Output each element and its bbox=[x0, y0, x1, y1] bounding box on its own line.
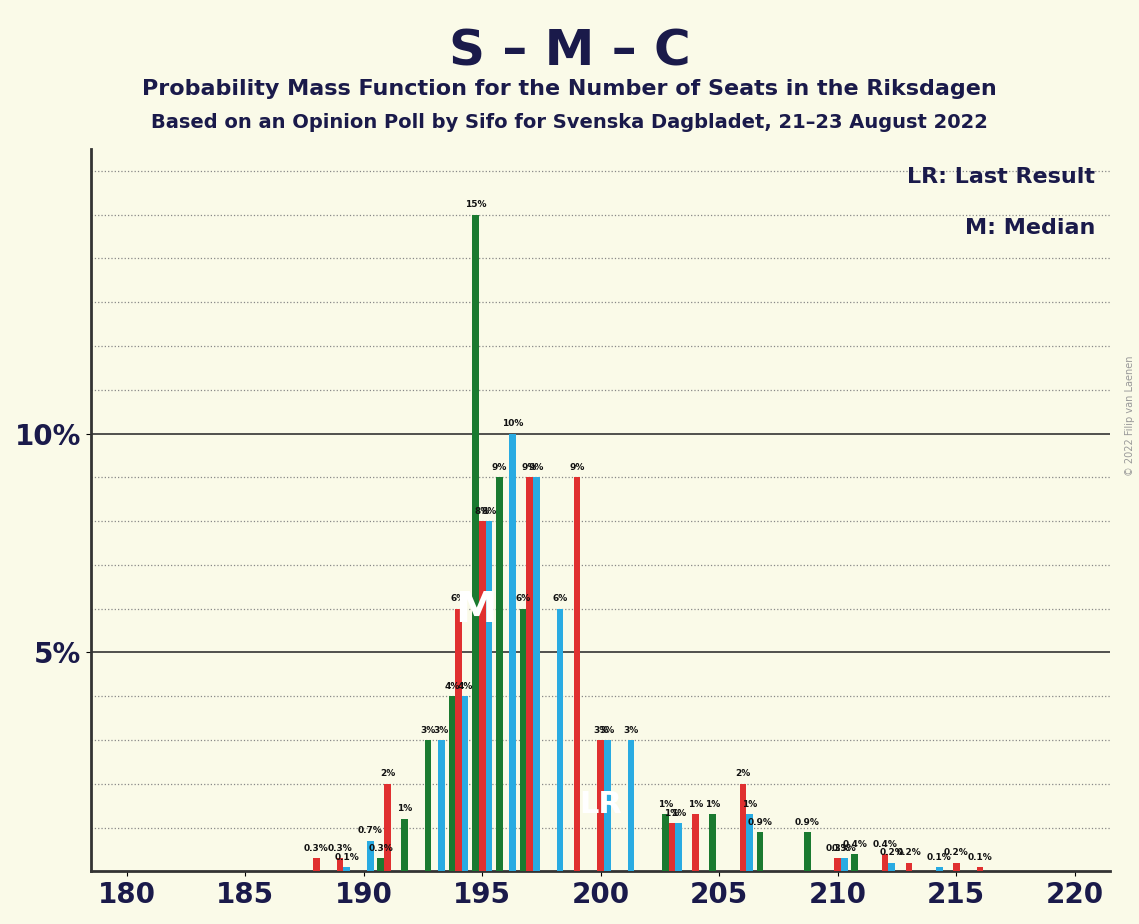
Text: 9%: 9% bbox=[528, 463, 544, 472]
Text: 2%: 2% bbox=[736, 770, 751, 779]
Bar bbox=[746, 814, 753, 871]
Text: 1%: 1% bbox=[664, 808, 680, 818]
Text: M: M bbox=[454, 589, 497, 630]
Text: 1%: 1% bbox=[688, 800, 703, 809]
Text: 0.2%: 0.2% bbox=[944, 848, 968, 857]
Text: 3%: 3% bbox=[434, 725, 449, 735]
Text: 4%: 4% bbox=[444, 682, 459, 691]
Text: 0.4%: 0.4% bbox=[843, 840, 867, 848]
Bar bbox=[597, 740, 604, 871]
Bar bbox=[906, 862, 912, 871]
Bar bbox=[367, 841, 374, 871]
Bar bbox=[710, 814, 716, 871]
Text: 1%: 1% bbox=[741, 800, 757, 809]
Bar bbox=[835, 858, 841, 871]
Bar bbox=[439, 740, 444, 871]
Text: 3%: 3% bbox=[593, 725, 608, 735]
Text: 0.3%: 0.3% bbox=[368, 844, 393, 853]
Text: 0.3%: 0.3% bbox=[826, 844, 850, 853]
Text: Based on an Opinion Poll by Sifo for Svenska Dagbladet, 21–23 August 2022: Based on an Opinion Poll by Sifo for Sve… bbox=[151, 113, 988, 132]
Text: LR: LR bbox=[580, 790, 622, 819]
Text: 0.7%: 0.7% bbox=[358, 826, 383, 835]
Text: 3%: 3% bbox=[600, 725, 615, 735]
Bar bbox=[495, 478, 502, 871]
Text: 1%: 1% bbox=[396, 805, 412, 813]
Bar bbox=[377, 858, 384, 871]
Bar bbox=[804, 832, 811, 871]
Text: 8%: 8% bbox=[481, 507, 497, 516]
Text: 2%: 2% bbox=[379, 770, 395, 779]
Bar bbox=[604, 740, 611, 871]
Bar bbox=[557, 609, 564, 871]
Bar bbox=[669, 823, 675, 871]
Bar bbox=[456, 609, 461, 871]
Bar bbox=[852, 854, 858, 871]
Bar bbox=[693, 814, 699, 871]
Text: 1%: 1% bbox=[657, 800, 673, 809]
Text: 0.1%: 0.1% bbox=[927, 853, 951, 862]
Bar bbox=[662, 814, 669, 871]
Bar bbox=[449, 696, 456, 871]
Bar bbox=[841, 858, 847, 871]
Text: © 2022 Filip van Laenen: © 2022 Filip van Laenen bbox=[1125, 356, 1134, 476]
Bar bbox=[384, 784, 391, 871]
Text: 0.3%: 0.3% bbox=[831, 844, 857, 853]
Text: 6%: 6% bbox=[451, 594, 466, 603]
Text: 0.2%: 0.2% bbox=[879, 848, 904, 857]
Text: 10%: 10% bbox=[502, 419, 523, 428]
Text: 6%: 6% bbox=[552, 594, 567, 603]
Text: 9%: 9% bbox=[492, 463, 507, 472]
Bar bbox=[519, 609, 526, 871]
Text: 4%: 4% bbox=[458, 682, 473, 691]
Bar bbox=[628, 740, 634, 871]
Bar bbox=[461, 696, 468, 871]
Bar bbox=[953, 862, 959, 871]
Text: 3%: 3% bbox=[420, 725, 436, 735]
Bar bbox=[739, 784, 746, 871]
Bar bbox=[675, 823, 682, 871]
Bar bbox=[343, 867, 350, 871]
Text: 0.3%: 0.3% bbox=[304, 844, 329, 853]
Text: 0.4%: 0.4% bbox=[872, 840, 898, 848]
Bar bbox=[533, 478, 540, 871]
Bar bbox=[401, 819, 408, 871]
Text: 15%: 15% bbox=[465, 201, 486, 210]
Text: Probability Mass Function for the Number of Seats in the Riksdagen: Probability Mass Function for the Number… bbox=[142, 79, 997, 99]
Text: 9%: 9% bbox=[570, 463, 584, 472]
Bar bbox=[882, 854, 888, 871]
Bar bbox=[888, 862, 895, 871]
Text: 3%: 3% bbox=[623, 725, 639, 735]
Bar bbox=[473, 214, 478, 871]
Text: 1%: 1% bbox=[705, 800, 720, 809]
Text: 9%: 9% bbox=[522, 463, 538, 472]
Bar bbox=[478, 521, 485, 871]
Text: 0.2%: 0.2% bbox=[896, 848, 921, 857]
Text: 8%: 8% bbox=[475, 507, 490, 516]
Text: LR: Last Result: LR: Last Result bbox=[907, 167, 1095, 187]
Text: 0.9%: 0.9% bbox=[795, 818, 820, 827]
Bar bbox=[756, 832, 763, 871]
Text: S – M – C: S – M – C bbox=[449, 28, 690, 76]
Text: 0.1%: 0.1% bbox=[334, 853, 359, 862]
Bar bbox=[936, 867, 942, 871]
Text: 0.3%: 0.3% bbox=[328, 844, 352, 853]
Bar bbox=[976, 867, 983, 871]
Bar bbox=[485, 521, 492, 871]
Bar bbox=[526, 478, 533, 871]
Bar bbox=[509, 433, 516, 871]
Text: 1%: 1% bbox=[671, 808, 686, 818]
Text: 0.1%: 0.1% bbox=[968, 853, 992, 862]
Text: M: Median: M: Median bbox=[965, 217, 1095, 237]
Bar bbox=[574, 478, 581, 871]
Text: 0.9%: 0.9% bbox=[747, 818, 772, 827]
Bar bbox=[313, 858, 320, 871]
Bar bbox=[337, 858, 343, 871]
Text: 6%: 6% bbox=[515, 594, 531, 603]
Bar bbox=[425, 740, 432, 871]
